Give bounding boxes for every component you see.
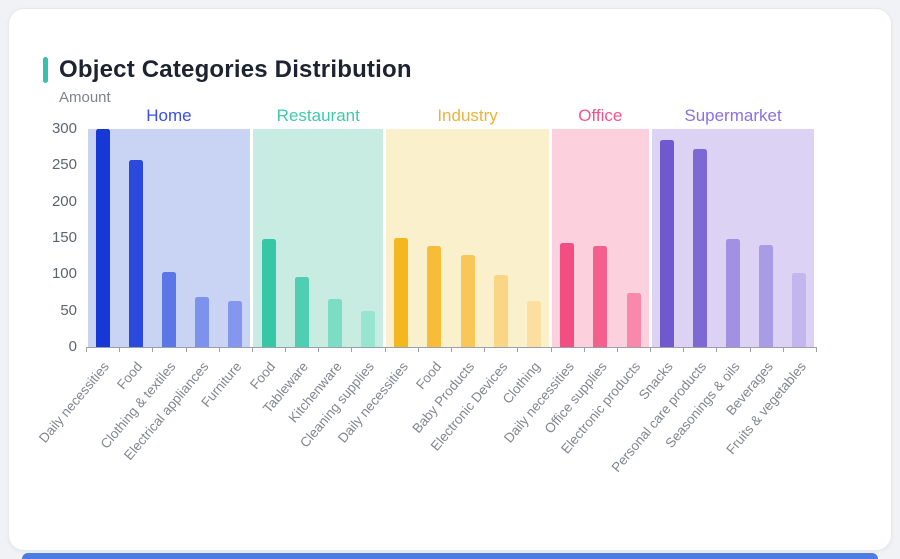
x-axis-tick	[318, 347, 320, 352]
x-axis-tick	[152, 347, 154, 352]
y-tick-300: 300	[51, 120, 77, 137]
x-axis-tick	[86, 347, 87, 352]
bar-industry-clothing	[526, 300, 541, 347]
bar-home-clothing-textiles	[161, 272, 176, 347]
x-axis-tick	[119, 347, 121, 352]
chart-title: Object Categories Distribution	[59, 56, 412, 83]
bar-industry-electronic-devices	[493, 275, 508, 347]
x-label-industry-food: Food	[412, 359, 444, 393]
x-axis-tick	[782, 347, 784, 352]
y-axis-ticks: 0 50 100 150 200 250 300	[9, 120, 77, 355]
bar-restaurant-cleaning-supplies	[361, 310, 376, 347]
x-axis-tick	[716, 347, 718, 352]
x-axis-tick	[384, 347, 386, 352]
x-axis-tick	[650, 347, 652, 352]
x-axis-tick	[550, 347, 552, 352]
x-axis-tick	[816, 347, 817, 352]
bar-home-daily-necessities	[95, 129, 110, 347]
group-label-office: Office	[578, 106, 623, 125]
x-axis-tick	[616, 347, 618, 352]
bar-home-electrical-appliances	[195, 296, 210, 347]
x-axis-tick	[451, 347, 452, 352]
bar-home-furniture	[228, 300, 243, 347]
bar-restaurant-food	[261, 239, 276, 347]
group-label-supermarket: Supermarket	[684, 106, 782, 125]
bar-industry-baby-products	[460, 255, 475, 347]
y-tick-200: 200	[51, 192, 77, 210]
bar-office-electronic-products	[626, 292, 641, 347]
x-axis-tick	[484, 347, 486, 352]
x-axis-tick	[417, 347, 419, 352]
title-accent-bar	[43, 57, 48, 83]
bar-office-office-supplies	[593, 246, 608, 347]
y-tick-100: 100	[51, 265, 77, 283]
group-label-restaurant: Restaurant	[276, 106, 360, 125]
x-axis-labels: Daily necessities Food Clothing & textiles…	[36, 353, 816, 538]
group-label-home: Home	[146, 106, 192, 125]
title-row: Object Categories Distribution	[43, 56, 412, 84]
bar-supermarket-beverages	[759, 245, 774, 347]
bar-industry-daily-necessities	[394, 238, 409, 347]
bar-supermarket-fruits-vegetables	[792, 272, 807, 347]
x-axis-tick	[749, 347, 751, 352]
x-axis-tick	[185, 347, 187, 352]
plot-area	[86, 129, 816, 347]
x-axis-tick	[351, 347, 353, 352]
x-axis-tick	[285, 347, 287, 352]
y-tick-50: 50	[60, 301, 77, 319]
y-tick-150: 150	[51, 229, 77, 246]
group-label-industry: Industry	[437, 106, 498, 125]
x-label-home-daily-necessities: Daily necessities	[35, 359, 113, 446]
bar-supermarket-personal-care-products	[692, 149, 707, 347]
x-axis-tick	[218, 347, 220, 352]
bar-supermarket-seasonings-oils	[726, 239, 741, 347]
x-axis-tick	[251, 347, 253, 352]
bottom-blue-strip	[22, 553, 878, 559]
x-axis-tick	[517, 347, 519, 352]
group-labels: Home Restaurant Industry Office Supermarket	[86, 106, 816, 128]
bar-restaurant-kitchenware	[327, 299, 342, 347]
chart-card: Object Categories Distribution Amount Ho…	[8, 8, 892, 551]
bar-home-food	[128, 159, 143, 347]
y-axis-title: Amount	[59, 89, 111, 106]
bar-industry-food	[427, 246, 442, 347]
x-label-restaurant-food: Food	[246, 359, 278, 393]
bar-restaurant-tableware	[294, 276, 309, 347]
y-tick-250: 250	[51, 156, 77, 174]
x-axis-tick	[583, 347, 585, 352]
y-tick-0: 0	[68, 338, 77, 355]
x-axis-tick	[683, 347, 685, 352]
x-axis-ticks	[86, 347, 817, 353]
x-label-home-food: Food	[113, 359, 146, 393]
bar-supermarket-snacks	[659, 139, 674, 347]
bar-office-daily-necessities	[560, 243, 575, 347]
